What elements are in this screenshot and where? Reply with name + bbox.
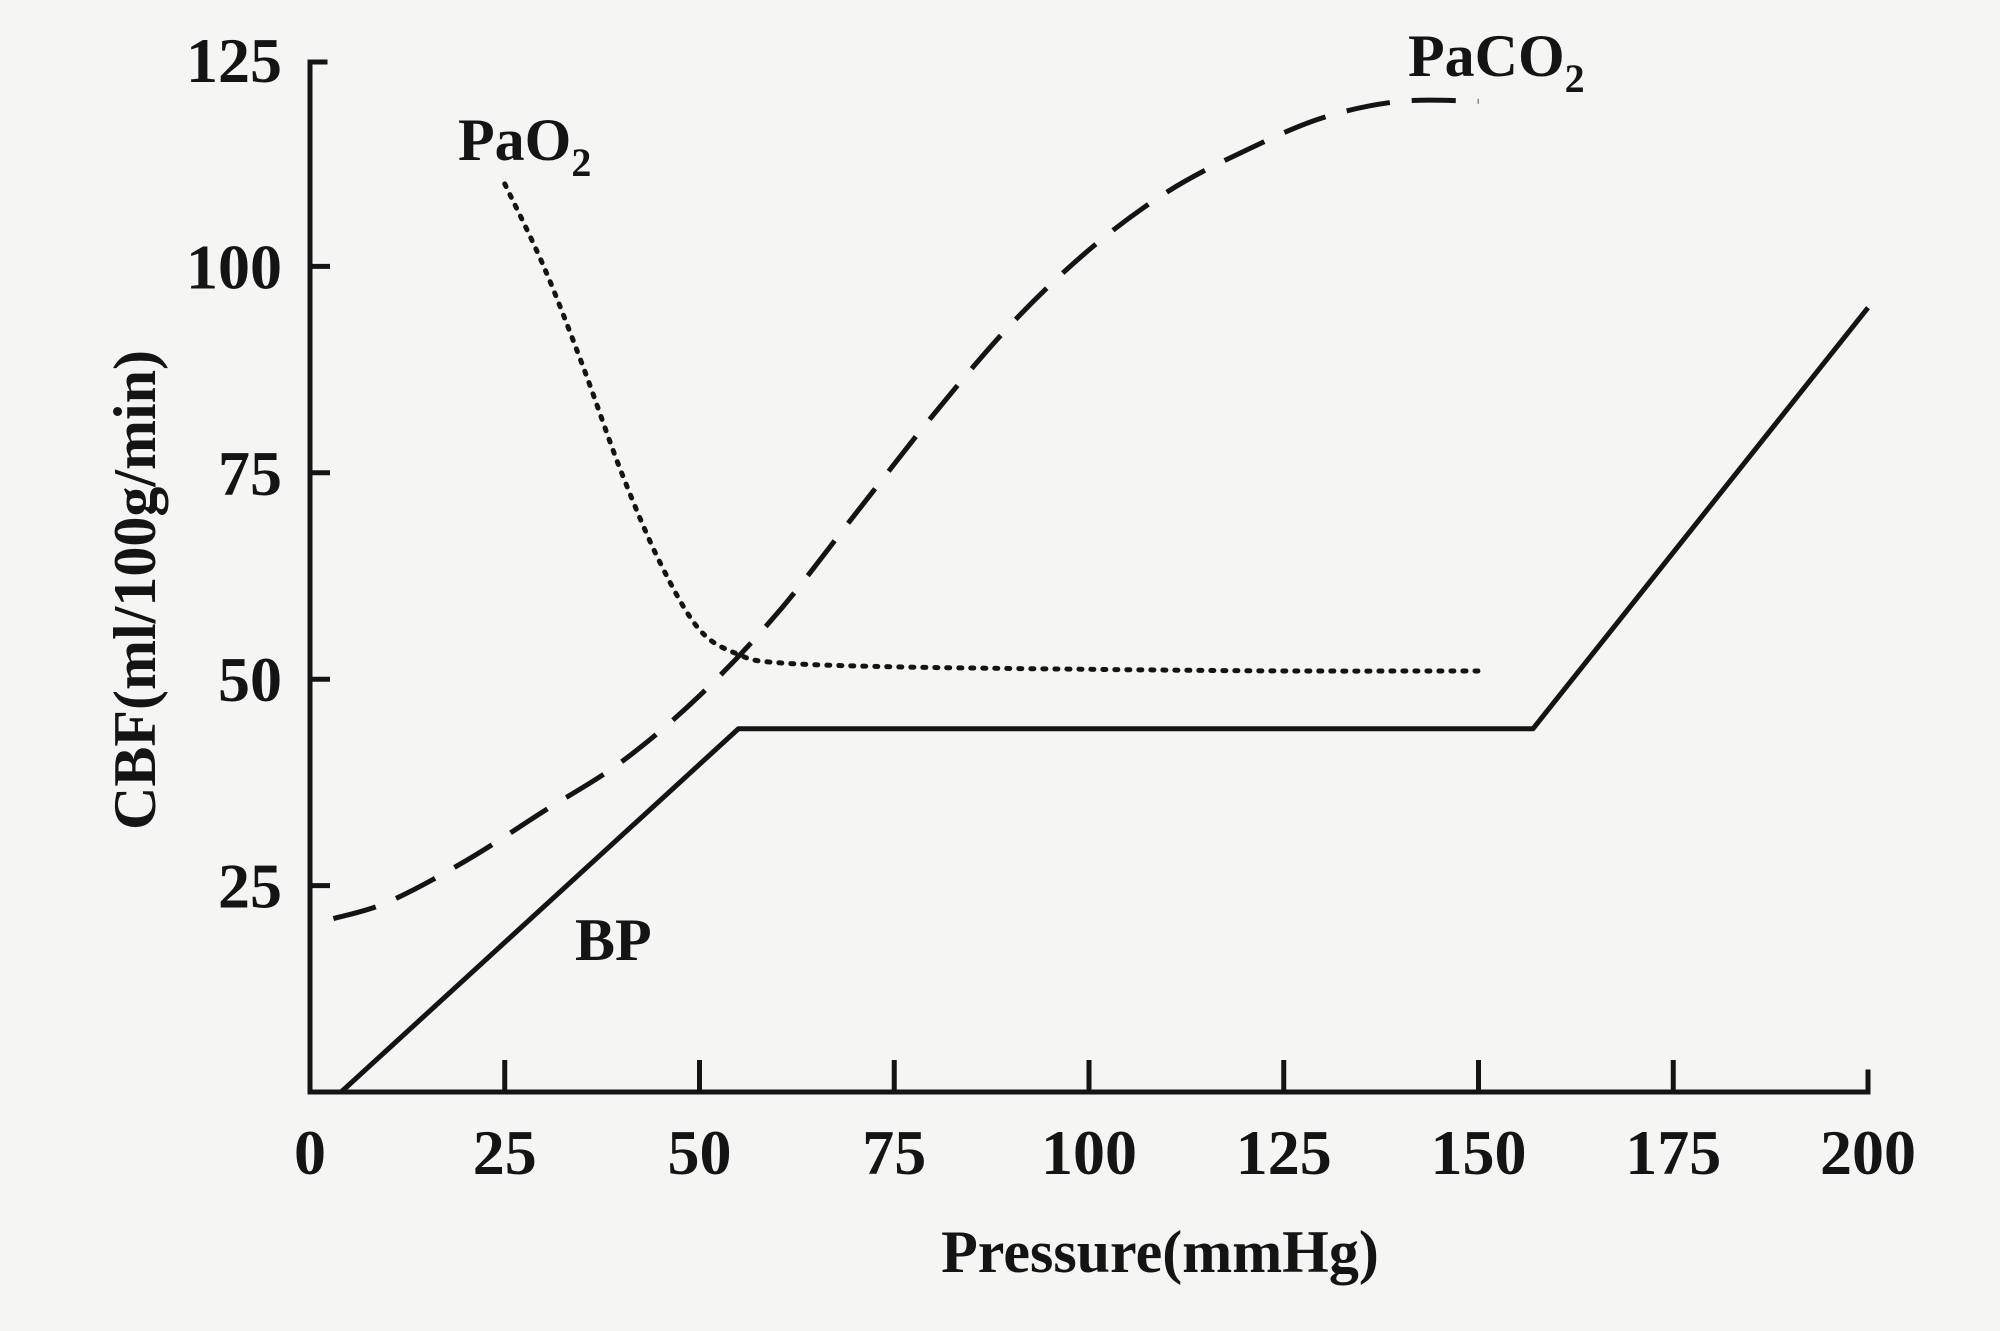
- series-line-paco: [332, 97, 1479, 922]
- x-tick-label: 0: [294, 1117, 326, 1188]
- series-label-pao: PaO2: [458, 107, 591, 185]
- series-label-paco: PaCO2: [1408, 23, 1585, 101]
- x-tick-label: 50: [668, 1117, 732, 1188]
- series-lines: [332, 97, 1870, 1094]
- tick-marks: 0 25 50 75 100 125 150 175 200 25 50 75 100 125: [186, 25, 1916, 1188]
- x-tick-label: 100: [1041, 1117, 1137, 1188]
- x-tick-label: 25: [473, 1117, 537, 1188]
- y-axis-line: [307, 59, 328, 1095]
- series-label-bp: BP: [575, 907, 652, 973]
- y-tick-label: 100: [186, 231, 282, 302]
- y-tick-label: 75: [218, 438, 282, 509]
- x-tick-label: 175: [1625, 1117, 1721, 1188]
- y-axis-title: CBF(ml/100g/min): [102, 350, 168, 830]
- series-line-pao: [502, 181, 1481, 674]
- x-axis-line: [307, 1069, 1871, 1095]
- y-tick-label: 50: [218, 644, 282, 715]
- x-tick-label: 200: [1820, 1117, 1916, 1188]
- x-tick-label: 150: [1431, 1117, 1527, 1188]
- series-labels: BP PaO2 PaCO2: [458, 23, 1585, 973]
- axes: [307, 59, 1871, 1095]
- series-line-bp: [339, 306, 1870, 1094]
- x-tick-label: 75: [862, 1117, 926, 1188]
- y-tick-label: 25: [218, 851, 282, 922]
- y-tick-label: 125: [186, 25, 282, 96]
- x-axis-title: Pressure(mmHg): [941, 1219, 1379, 1285]
- x-tick-label: 125: [1236, 1117, 1332, 1188]
